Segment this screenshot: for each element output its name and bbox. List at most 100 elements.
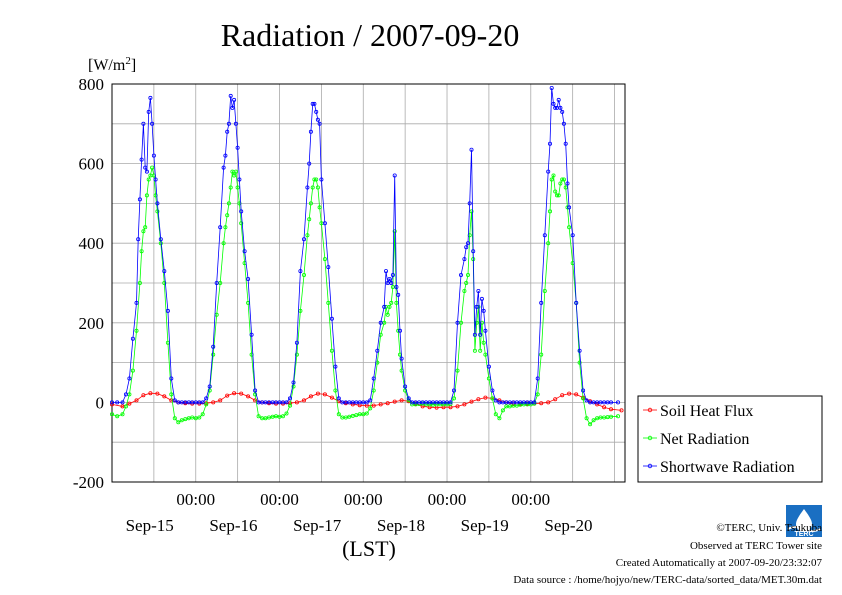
data-point [375,348,380,353]
data-point [500,408,505,413]
data-point [317,121,322,126]
y-axis-unit: [W/m2] [88,55,136,74]
data-point [312,101,317,106]
data-point [200,400,205,405]
series-line [111,392,622,411]
data-point [308,394,313,399]
data-point [308,201,313,206]
data-point [162,394,167,399]
data-point [476,397,481,402]
data-point [221,241,226,246]
footer-site: Observed at TERC Tower site [690,540,822,552]
data-point [165,308,170,313]
data-point [472,348,477,353]
data-point [226,201,231,206]
legend-swatch-marker [647,435,653,441]
data-point [253,398,258,403]
data-point [399,356,404,361]
y-tick-label: 200 [79,314,105,333]
data-point [451,396,456,401]
data-point [169,392,174,397]
data-point [493,398,498,403]
data-point [193,416,198,421]
data-point [317,205,322,210]
data-point [343,415,348,420]
data-point [378,402,383,407]
data-point [551,173,556,178]
data-point [235,145,240,150]
data-point [291,384,296,389]
data-point [563,185,568,190]
data-point [455,404,460,409]
data-point [228,93,233,98]
data-point [479,296,484,301]
data-point [232,97,237,102]
data-point [280,414,285,419]
data-point [535,376,540,381]
data-point [211,400,216,405]
data-point [591,418,596,423]
data-point [546,400,551,405]
data-point [230,105,235,110]
data-point [179,418,184,423]
terc-logo: TERC [786,505,822,538]
data-point [556,193,561,198]
data-point [314,177,319,182]
y-tick-label: 0 [96,393,105,412]
data-point [310,185,315,190]
data-point [139,249,144,254]
data-point [448,400,453,405]
data-point [214,280,219,285]
data-point [471,249,476,254]
data-point [239,209,244,214]
data-point [567,205,572,210]
data-point [394,284,399,289]
data-point [169,376,174,381]
data-point [144,193,149,198]
data-point [570,233,575,238]
data-point [308,129,313,134]
data-point [563,141,568,146]
data-point [483,395,488,400]
data-point [148,391,153,396]
data-point [462,402,467,407]
data-point [392,173,397,178]
logo-drop-icon [796,509,812,532]
data-point [588,422,593,427]
data-point [315,185,320,190]
data-point [225,393,230,398]
data-point [115,414,120,419]
data-point [394,300,399,305]
data-point [385,312,390,317]
data-point [364,411,369,416]
data-point [120,412,125,417]
data-point [307,161,312,166]
x-tick-label: 00:00 [428,490,467,509]
data-point [322,392,327,397]
data-point [387,304,392,309]
data-point [287,403,292,408]
data-point [141,229,146,234]
footer-copyright: ©TERC, Univ. Tsukuba [716,522,822,534]
data-point [197,415,202,420]
data-point [616,400,621,405]
data-point [382,304,387,309]
y-tick-label: -200 [73,473,104,492]
data-point [155,209,160,214]
data-point [146,109,151,114]
x-date-label: Sep-18 [377,516,425,535]
data-point [294,340,299,345]
data-point [233,121,238,126]
data-point [581,388,586,393]
x-date-label: Sep-20 [544,516,592,535]
x-date-labels: Sep-15 Sep-16 Sep-17 Sep-18 Sep-19 Sep-20 [126,516,593,535]
data-point [584,416,589,421]
data-point [486,364,491,369]
data-point [336,396,341,401]
data-point [143,165,148,170]
x-date-label: Sep-17 [293,516,342,535]
data-point [469,147,474,152]
data-point [249,332,254,337]
data-point [469,209,474,214]
